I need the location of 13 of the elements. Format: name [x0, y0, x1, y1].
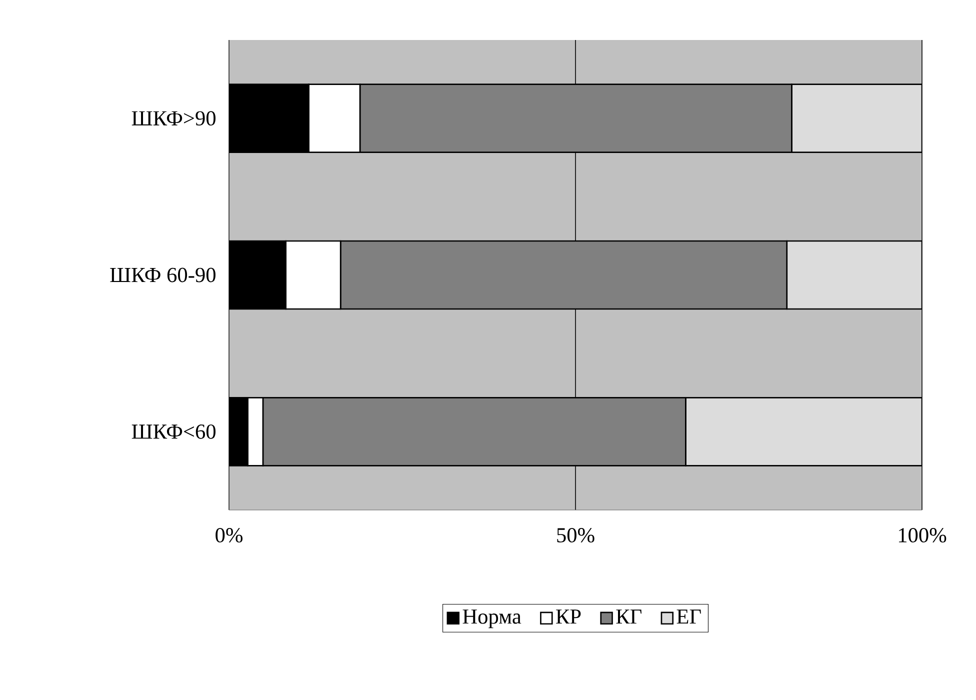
x-tick-label: 0% [216, 528, 242, 542]
legend-label: Норма [462, 610, 522, 628]
bar [685, 396, 922, 466]
bar [791, 84, 922, 153]
y-tick-label: ШКФ>90 [132, 111, 216, 126]
legend-label: ЕГ [676, 610, 701, 624]
x-tick-label: 100% [898, 528, 946, 542]
x-tick-label: 50% [557, 528, 594, 542]
bar [786, 240, 922, 310]
legend-label: КГ [616, 610, 642, 624]
legend-label: КР [556, 610, 581, 624]
y-tick-label: ШКФ<60 [132, 424, 216, 439]
y-tick-label: ШКФ 60-90 [110, 268, 216, 282]
